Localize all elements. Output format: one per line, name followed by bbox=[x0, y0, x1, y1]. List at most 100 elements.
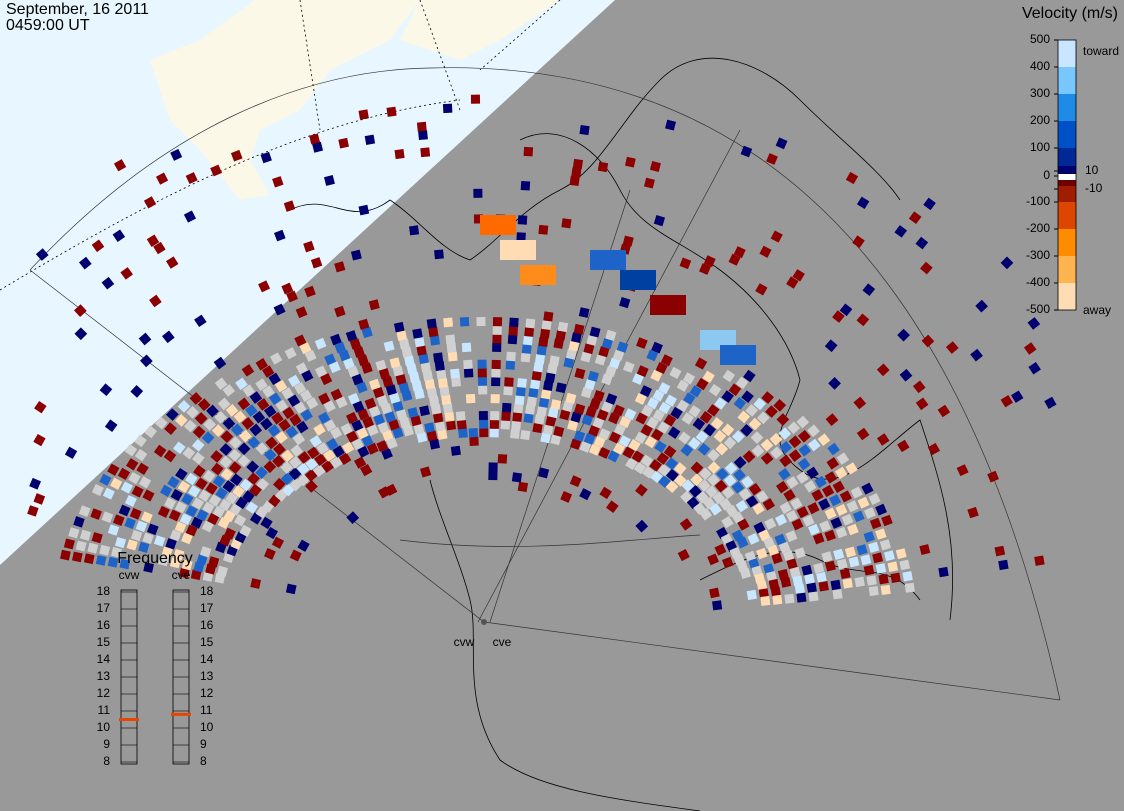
station-label: cve bbox=[493, 635, 512, 649]
radar-cell bbox=[424, 422, 435, 433]
radar-cell bbox=[579, 124, 590, 136]
radar-cell bbox=[832, 480, 845, 493]
radar-cell bbox=[565, 392, 577, 404]
radar-cell bbox=[587, 370, 600, 382]
radar-cell bbox=[585, 406, 597, 418]
radar-cell bbox=[410, 415, 422, 427]
radar-cell bbox=[632, 270, 644, 280]
radar-cell bbox=[878, 574, 889, 585]
radar-cell bbox=[608, 431, 621, 444]
radar-cell bbox=[114, 536, 127, 549]
radar-cell bbox=[553, 338, 564, 349]
radar-cell bbox=[622, 446, 635, 459]
radar-cell bbox=[590, 260, 602, 270]
radar-cell bbox=[766, 571, 777, 582]
radar-cell bbox=[138, 332, 152, 346]
radar-cell bbox=[177, 480, 191, 494]
radar-cell bbox=[733, 456, 747, 469]
velocity-tick-label: -500 bbox=[1026, 302, 1050, 316]
radar-cell bbox=[763, 537, 775, 549]
radar-cell bbox=[528, 387, 539, 398]
radar-cell bbox=[141, 511, 153, 524]
radar-cell bbox=[364, 397, 377, 410]
radar-cell bbox=[511, 420, 522, 431]
radar-cell bbox=[733, 468, 746, 482]
radar-cell bbox=[245, 501, 259, 514]
radar-cell bbox=[424, 378, 436, 390]
radar-cell bbox=[649, 459, 662, 472]
radar-cell bbox=[501, 411, 511, 422]
radar-cell bbox=[857, 496, 870, 509]
radar-cell bbox=[219, 498, 232, 512]
radar-cell bbox=[657, 421, 670, 434]
radar-cell bbox=[300, 389, 313, 402]
radar-cell bbox=[351, 419, 364, 432]
radar-cell bbox=[312, 141, 324, 153]
radar-cell bbox=[505, 360, 516, 370]
radar-cell bbox=[740, 145, 753, 158]
radar-cell bbox=[789, 566, 801, 578]
radar-cell bbox=[356, 381, 368, 394]
radar-cell bbox=[560, 491, 573, 503]
radar-cell bbox=[504, 215, 516, 225]
radar-cell bbox=[819, 520, 831, 533]
radar-cell bbox=[211, 424, 225, 437]
radar-cell bbox=[902, 571, 913, 582]
radar-cell bbox=[536, 405, 548, 417]
radar-cell bbox=[744, 345, 756, 355]
radar-cell bbox=[698, 467, 712, 481]
radar-cell bbox=[643, 177, 655, 189]
radar-cell bbox=[229, 503, 242, 516]
radar-cell bbox=[146, 234, 160, 247]
radar-cell bbox=[463, 368, 474, 378]
radar-cell bbox=[616, 341, 629, 353]
radar-cell bbox=[508, 326, 518, 336]
radar-cell bbox=[179, 513, 192, 526]
radar-cell bbox=[461, 342, 472, 353]
radar-cell bbox=[1027, 317, 1041, 330]
radar-cell bbox=[230, 423, 244, 437]
radar-cell bbox=[768, 578, 780, 590]
radar-cell bbox=[446, 343, 457, 353]
radar-cell bbox=[737, 410, 751, 424]
radar-cell bbox=[866, 575, 877, 586]
radar-cell bbox=[119, 558, 131, 570]
radar-cell bbox=[921, 334, 935, 348]
frequency-tick-label: 18 bbox=[97, 584, 111, 598]
radar-cell bbox=[746, 589, 758, 601]
radar-cell bbox=[185, 524, 198, 537]
colorbar-segment bbox=[1058, 40, 1076, 67]
radar-cell bbox=[469, 436, 479, 446]
radar-name: cvw bbox=[119, 568, 140, 582]
radar-cell bbox=[779, 441, 793, 454]
radar-cell bbox=[777, 568, 789, 580]
radar-cell bbox=[140, 354, 153, 368]
radar-cell bbox=[614, 250, 626, 260]
radar-cell bbox=[260, 151, 272, 164]
radar-cell bbox=[346, 411, 358, 424]
radar-cell bbox=[765, 405, 778, 418]
radar-cell bbox=[353, 346, 365, 358]
radar-cell bbox=[606, 500, 619, 513]
radar-cell bbox=[78, 256, 92, 270]
radar-cell bbox=[744, 355, 756, 365]
radar-cell bbox=[303, 240, 315, 253]
radar-cell bbox=[797, 429, 811, 443]
radar-cell bbox=[478, 385, 488, 395]
radar-cell bbox=[738, 487, 752, 501]
radar-cell bbox=[192, 452, 205, 465]
radar-cell bbox=[657, 463, 671, 477]
radar-cell bbox=[394, 149, 405, 160]
radar-cell bbox=[249, 391, 263, 404]
radar-cell bbox=[33, 433, 46, 447]
frequency-scales: 18 17 16 15 14 13 12 11 10 9 8 18 17 16 15 14 13 12 11 10 9 8 bbox=[97, 584, 214, 768]
radar-cell bbox=[314, 337, 327, 350]
velocity-tick-label: -200 bbox=[1026, 221, 1050, 235]
radar-cell bbox=[541, 319, 552, 331]
radar-cell bbox=[134, 434, 147, 448]
radar-cell bbox=[334, 341, 347, 354]
radar-cell bbox=[488, 462, 498, 472]
radar-cell bbox=[357, 408, 370, 421]
radar-cell bbox=[994, 545, 1006, 557]
